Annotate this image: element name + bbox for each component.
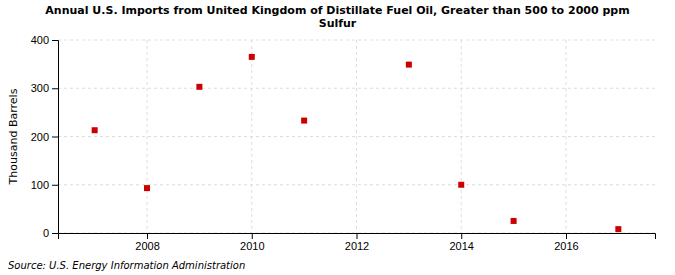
tick: 2010 (240, 233, 264, 252)
axis-line (59, 234, 656, 240)
tick-label: 2014 (449, 240, 473, 252)
tick-mark (252, 233, 253, 239)
point (511, 218, 517, 224)
tick: 2016 (554, 233, 578, 252)
tick: 2008 (135, 233, 159, 252)
grid-line (356, 40, 357, 233)
plot: 2008 2010 2012 2014 2016 0 100 200 300 400 (31, 34, 656, 252)
tick-label: 0 (43, 227, 49, 239)
tick: 100 (31, 179, 58, 191)
grid-line (461, 40, 462, 233)
point (301, 118, 307, 124)
title-line: Sulfur (319, 17, 357, 30)
tick-mark (461, 233, 462, 239)
tick-mark (147, 233, 148, 239)
grid (58, 40, 655, 233)
grid-line (565, 40, 566, 233)
point (615, 226, 621, 232)
tick: 200 (31, 131, 58, 143)
tick-mark (52, 137, 58, 138)
point (406, 62, 412, 68)
point (196, 84, 202, 90)
y-axis: 0 100 200 300 400 (31, 34, 59, 239)
point (458, 182, 464, 188)
y-axis-label: Thousand Barrels (7, 88, 20, 185)
tick-label: 2008 (135, 240, 159, 252)
tick: 0 (43, 227, 58, 239)
tick-label: 2010 (240, 240, 264, 252)
tick-mark (357, 233, 358, 239)
grid-line (251, 40, 252, 233)
point (249, 54, 255, 60)
title-line: Annual U.S. Imports from United Kingdom … (45, 4, 629, 17)
chart: 2008 2010 2012 2014 2016 0 100 200 300 400 Annual … (0, 0, 675, 275)
source-note: Source: U.S. Energy Information Administ… (8, 260, 245, 271)
tick-label: 2016 (554, 240, 578, 252)
tick: 300 (31, 82, 58, 94)
axis-line (52, 41, 59, 234)
tick: 400 (31, 34, 58, 46)
tick-mark (52, 88, 58, 89)
tick-mark (52, 233, 58, 234)
tick-label: 300 (31, 82, 49, 94)
tick: 2012 (345, 233, 369, 252)
tick-mark (52, 40, 58, 41)
title: Annual U.S. Imports from United Kingdom … (45, 4, 629, 30)
tick-label: 200 (31, 131, 49, 143)
tick-label: 100 (31, 179, 49, 191)
points (92, 54, 622, 232)
point (144, 185, 150, 191)
tick-label: 2012 (345, 240, 369, 252)
tick-mark (52, 185, 58, 186)
tick: 2014 (449, 233, 473, 252)
tick-label: 400 (31, 34, 49, 46)
tick-mark (566, 233, 567, 239)
point (92, 127, 98, 133)
grid-line (147, 40, 148, 233)
x-axis: 2008 2010 2012 2014 2016 (59, 233, 656, 252)
